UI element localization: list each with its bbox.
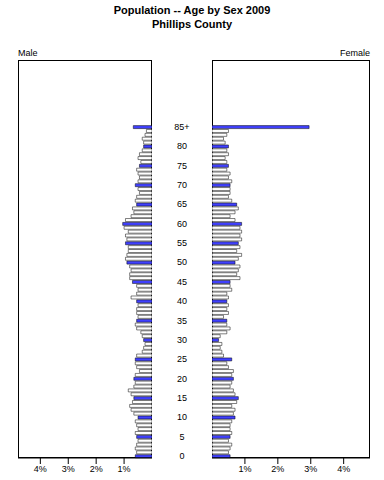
svg-text:4%: 4% bbox=[34, 464, 47, 474]
svg-text:2%: 2% bbox=[90, 464, 103, 474]
svg-text:1%: 1% bbox=[238, 464, 251, 474]
html-text:Population -- Age by Sex 2009: Population -- Age by Sex 2009 bbox=[113, 4, 271, 16]
html-text:Phillips County: Phillips County bbox=[152, 18, 232, 30]
svg-text:35: 35 bbox=[177, 316, 187, 326]
svg-text:50: 50 bbox=[177, 257, 187, 267]
svg-text:80: 80 bbox=[177, 141, 187, 151]
svg-text:55: 55 bbox=[177, 238, 187, 248]
svg-text:3%: 3% bbox=[304, 464, 317, 474]
svg-text:75: 75 bbox=[177, 161, 187, 171]
svg-text:25: 25 bbox=[177, 354, 187, 364]
svg-text:65: 65 bbox=[177, 199, 187, 209]
svg-text:15: 15 bbox=[177, 393, 187, 403]
svg-text:85+: 85+ bbox=[174, 122, 189, 132]
html-text:Female: Female bbox=[340, 48, 370, 58]
html-text:Male: Male bbox=[18, 48, 38, 58]
svg-text:4%: 4% bbox=[337, 464, 350, 474]
svg-text:70: 70 bbox=[177, 180, 187, 190]
svg-text:45: 45 bbox=[177, 277, 187, 287]
svg-text:1%: 1% bbox=[118, 464, 131, 474]
svg-text:20: 20 bbox=[177, 374, 187, 384]
svg-text:30: 30 bbox=[177, 335, 187, 345]
svg-text:10: 10 bbox=[177, 412, 187, 422]
svg-text:60: 60 bbox=[177, 219, 187, 229]
svg-text:2%: 2% bbox=[271, 464, 284, 474]
svg-text:3%: 3% bbox=[62, 464, 75, 474]
svg-text:5: 5 bbox=[179, 432, 184, 442]
svg-text:40: 40 bbox=[177, 296, 187, 306]
svg-text:0: 0 bbox=[179, 451, 184, 461]
